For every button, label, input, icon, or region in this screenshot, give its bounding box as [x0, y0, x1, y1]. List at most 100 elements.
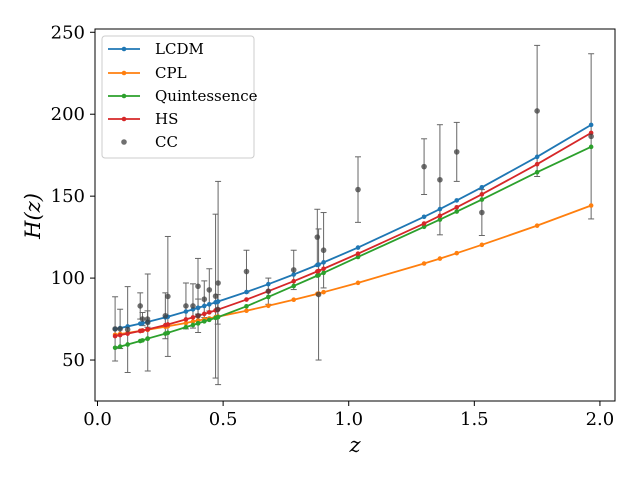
legend-label-cpl: CPL: [155, 64, 187, 82]
series-point-cpl: [244, 308, 249, 314]
series-point-quintessence: [534, 169, 540, 175]
series-point-quintessence: [454, 209, 460, 214]
cc-point: [190, 303, 196, 309]
series-point-cpl: [454, 250, 460, 256]
cc-point: [437, 176, 443, 183]
series-point-quintessence: [215, 314, 221, 320]
series-point-lcdm: [215, 299, 221, 304]
series-point-quintessence: [140, 338, 145, 343]
series-point-hs: [437, 213, 443, 219]
series-point-lcdm: [291, 272, 297, 277]
cc-point: [243, 268, 250, 275]
cc-point: [214, 306, 221, 313]
y-tick-label: 200: [51, 104, 85, 125]
legend-entry-quintessence: Quintessence: [108, 87, 258, 105]
x-axis: 0.0 0.5 1.0 1.5 2.0: [83, 401, 614, 430]
series-point-quintessence: [195, 321, 201, 326]
plot-area: [112, 44, 595, 386]
series-point-lcdm: [140, 320, 145, 326]
series-point-cpl: [534, 223, 540, 228]
series-point-hs: [479, 192, 485, 197]
series-point-lcdm: [479, 185, 485, 190]
series-point-lcdm: [454, 198, 460, 203]
y-tick-label: 250: [51, 22, 85, 43]
series-point-cpl: [421, 261, 427, 266]
series-point-quintessence: [588, 144, 594, 150]
legend: LCDM CPL Quintessence HS CC: [101, 35, 258, 159]
legend-marker-cpl: [121, 70, 127, 76]
cc-point: [137, 303, 144, 309]
series-point-cpl: [321, 289, 326, 295]
cc-point: [162, 312, 169, 319]
legend-marker-hs: [121, 116, 127, 122]
cc-points: [112, 108, 594, 333]
cc-point: [124, 326, 131, 333]
cc-point: [479, 209, 485, 216]
cc-point: [314, 234, 321, 240]
y-axis: 50 100 150 200 250: [51, 22, 95, 371]
cc-point: [215, 280, 221, 286]
series-point-hs: [206, 310, 212, 315]
cc-point: [534, 108, 540, 114]
series-point-quintessence: [125, 342, 130, 347]
series-point-cpl: [291, 297, 297, 303]
series-point-quintessence: [244, 303, 249, 309]
series-point-lcdm: [316, 262, 321, 267]
cc-point: [355, 186, 361, 193]
series-point-quintessence: [316, 272, 321, 278]
series-point-cpl: [190, 319, 196, 324]
cc-point: [165, 293, 171, 300]
series-point-hs: [165, 322, 171, 327]
plot-frame: [94, 28, 616, 402]
legend-label-quintessence: Quintessence: [155, 87, 258, 105]
series-point-lcdm: [588, 122, 594, 128]
series-point-quintessence: [112, 345, 118, 351]
series-point-lcdm: [244, 289, 249, 295]
series-point-lcdm: [421, 214, 427, 220]
cc-point: [315, 291, 322, 298]
legend-box: [101, 35, 255, 159]
x-tick-label: 2.0: [586, 409, 615, 430]
legend-marker-lcdm: [121, 46, 127, 52]
x-axis-label: z: [348, 433, 361, 457]
cc-point: [290, 267, 297, 273]
series-point-cpl: [183, 320, 189, 326]
series-point-lcdm: [534, 154, 540, 160]
series-point-quintessence: [479, 197, 485, 202]
series-point-hs: [201, 311, 207, 317]
cc-point: [195, 312, 201, 319]
series-point-quintessence: [421, 224, 427, 230]
series-point-lcdm: [206, 302, 212, 307]
series-point-hs: [140, 328, 145, 333]
y-axis-label: H(z): [21, 193, 45, 240]
series-point-lcdm: [201, 303, 207, 309]
series-point-lcdm: [266, 281, 271, 287]
cc-point: [117, 326, 123, 332]
series-point-quintessence: [355, 254, 361, 260]
series-point-quintessence: [183, 324, 189, 330]
cc-point: [183, 303, 189, 309]
series-point-hs: [183, 317, 189, 322]
series-point-lcdm: [183, 309, 189, 314]
series-point-quintessence: [190, 322, 196, 328]
legend-entry-hs: HS: [108, 110, 178, 128]
series-point-hs: [534, 161, 540, 167]
cc-point: [139, 316, 146, 322]
y-tick-label: 150: [51, 186, 85, 207]
series-point-hs: [117, 332, 123, 338]
legend-entry-cc: CC: [121, 133, 178, 151]
cc-point: [206, 287, 213, 293]
legend-entry-lcdm: LCDM: [108, 40, 204, 58]
cc-point: [421, 163, 427, 170]
series-point-hs: [454, 204, 460, 210]
cc-point: [195, 283, 201, 290]
series-point-hs: [291, 278, 297, 284]
cc-point: [212, 293, 219, 299]
series-point-quintessence: [117, 344, 123, 349]
series-point-hs: [316, 268, 321, 274]
cc-point: [144, 319, 151, 326]
series-point-hs: [112, 333, 118, 339]
series-point-hs: [421, 221, 427, 226]
cc-point: [453, 149, 460, 155]
